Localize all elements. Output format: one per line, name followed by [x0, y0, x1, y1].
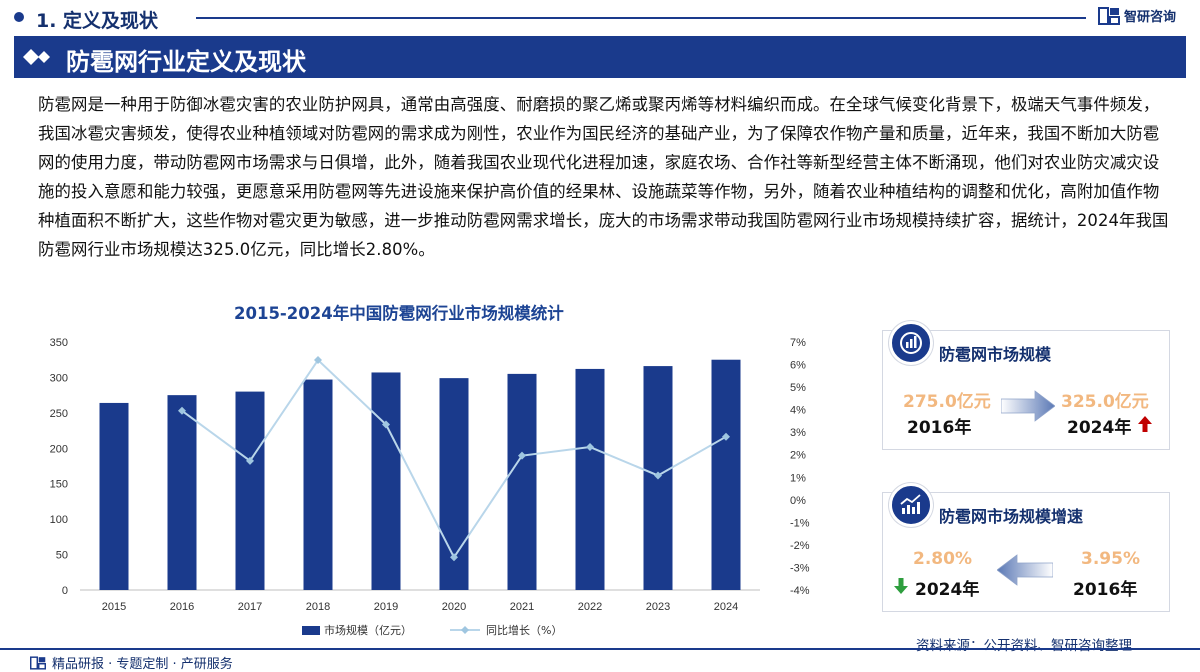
- x-axis-tick-label: 2024: [714, 601, 738, 613]
- trend-badge-icon: [889, 483, 933, 527]
- to-year: 2024年: [1067, 418, 1132, 438]
- card-title: 防雹网市场规模增速: [939, 507, 1084, 526]
- right-axis-tick-label: 0%: [790, 495, 806, 507]
- right-axis-tick-label: 6%: [790, 360, 806, 372]
- card-header: 防雹网市场规模增速: [883, 483, 1171, 535]
- bar-2015: [99, 402, 129, 590]
- x-axis-tick-label: 2020: [442, 601, 466, 613]
- from-value: 275.0亿元: [903, 392, 991, 412]
- legend-line-marker: [461, 626, 469, 634]
- bar-2021: [507, 373, 537, 590]
- left-value: 2.80%: [913, 549, 972, 569]
- left-arrow-icon: [997, 554, 1053, 586]
- growth-point-2017: [246, 456, 254, 465]
- right-arrow-icon: [1001, 390, 1055, 422]
- growth-point-2020: [450, 553, 458, 562]
- banner-title: 防雹网行业定义及现状: [66, 48, 306, 76]
- growth-point-2021: [518, 451, 526, 460]
- left-axis-tick-label: 300: [50, 372, 68, 384]
- diamond-icon: [23, 49, 50, 65]
- x-axis-tick-label: 2016: [170, 601, 194, 613]
- growth-point-2019: [382, 420, 390, 429]
- brand-logo: 智研咨询: [1098, 6, 1176, 25]
- up-arrow-icon: [1138, 416, 1152, 432]
- legend-bar-swatch: [302, 626, 320, 635]
- right-axis-tick-label: 2%: [790, 450, 806, 462]
- left-axis-tick-label: 350: [50, 337, 68, 349]
- right-axis-tick-label: -1%: [790, 517, 810, 529]
- section-title: 1. 定义及现状: [36, 10, 159, 32]
- bar-2022: [575, 368, 605, 590]
- intro-paragraph: 防雹网是一种用于防御冰雹灾害的农业防护网具，通常由高强度、耐磨损的聚乙烯或聚丙烯…: [38, 95, 1169, 259]
- right-axis-tick-label: 5%: [790, 382, 806, 394]
- growth-point-2016: [178, 406, 186, 415]
- brand-logo-text: 智研咨询: [1124, 10, 1177, 25]
- card-title: 防雹网市场规模: [939, 345, 1052, 364]
- right-axis-tick-label: 4%: [790, 405, 806, 417]
- x-axis-tick-label: 2017: [238, 601, 262, 613]
- bar-2024: [711, 359, 741, 590]
- legend-bar-label: 市场规模（亿元）: [324, 623, 412, 637]
- section-bullet-icon: [14, 12, 24, 22]
- title-banner: 防雹网行业定义及现状: [14, 36, 1186, 78]
- growth-point-2024: [722, 432, 730, 441]
- chart-title: 2015-2024年中国防雹网行业市场规模统计: [234, 304, 564, 323]
- left-axis-tick-label: 250: [50, 408, 68, 420]
- x-axis-tick-label: 2023: [646, 601, 670, 613]
- left-axis-tick-label: 200: [50, 443, 68, 455]
- bar-2016: [167, 395, 197, 590]
- down-arrow-icon: [894, 578, 908, 594]
- from-year: 2016年: [907, 418, 972, 438]
- x-axis-tick-label: 2015: [102, 601, 126, 613]
- bar-2019: [371, 372, 401, 590]
- footer-logo-icon: [30, 655, 46, 670]
- top-divider: [196, 17, 1086, 19]
- right-year: 2016年: [1073, 580, 1138, 600]
- bar-2017: [235, 391, 265, 590]
- growth-rate-card: 防雹网市场规模增速 2.80% 2024年 3.95% 2016年: [882, 483, 1171, 612]
- right-axis-tick-label: -2%: [790, 540, 810, 552]
- chart-badge-icon: [889, 321, 933, 365]
- left-axis-tick-label: 150: [50, 479, 68, 491]
- to-value: 325.0亿元: [1061, 392, 1149, 412]
- growth-point-2022: [586, 443, 594, 452]
- x-axis-tick-label: 2018: [306, 601, 330, 613]
- right-axis-tick-label: 7%: [790, 337, 806, 349]
- top-bar: 1. 定义及现状 智研咨询: [0, 0, 1200, 34]
- right-axis-tick-label: -4%: [790, 585, 810, 597]
- right-axis-tick-label: 1%: [790, 472, 806, 484]
- legend-line-label: 同比增长（%）: [486, 623, 562, 637]
- market-size-chart: 0 50 100 150 200 250 300 350 -4% -3% -2% -1% 0% 1% 2% 3…: [50, 337, 810, 637]
- x-axis-tick-label: 2019: [374, 601, 398, 613]
- x-axis-tick-label: 2022: [578, 601, 602, 613]
- right-axis-tick-label: 3%: [790, 427, 806, 439]
- bottom-divider: [0, 648, 1200, 650]
- x-axis-tick-label: 2021: [510, 601, 534, 613]
- brand-logo-icon: [1098, 6, 1120, 25]
- left-year: 2024年: [915, 580, 980, 600]
- card-header: 防雹网市场规模: [883, 321, 1171, 373]
- growth-point-2018: [314, 356, 322, 365]
- market-scale-card: 防雹网市场规模 275.0亿元 2016年 325.0亿元 2024年: [882, 321, 1171, 450]
- bar-2018: [303, 379, 333, 590]
- right-axis-tick-label: -3%: [790, 562, 810, 574]
- footer-slogan-text: 精品研报 · 专题定制 · 产研服务: [52, 657, 233, 672]
- left-axis-tick-label: 50: [56, 550, 68, 562]
- left-axis-tick-label: 0: [62, 585, 68, 597]
- footer-slogan: 精品研报 · 专题定制 · 产研服务: [30, 653, 233, 672]
- left-axis-tick-label: 100: [50, 514, 68, 526]
- right-value: 3.95%: [1081, 549, 1140, 569]
- data-source: 资料来源：公开资料、智研咨询整理: [916, 638, 1132, 654]
- growth-point-2023: [654, 471, 662, 480]
